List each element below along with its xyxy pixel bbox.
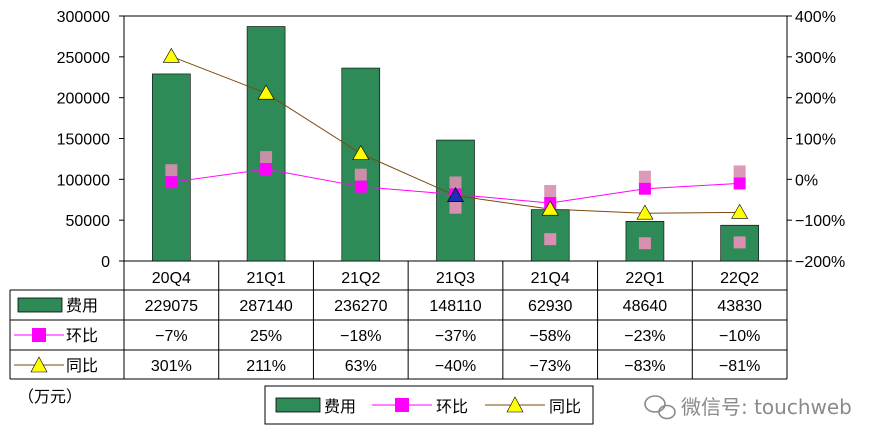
table-cell-环比-22Q2: −10%: [719, 328, 760, 345]
yoy-shadow-marker: [638, 237, 651, 250]
mom-shadow-marker: [260, 151, 273, 164]
y-right-tick-label: 0%: [795, 172, 818, 189]
yoy-shadow-marker: [544, 233, 557, 246]
y-left-tick-label: 150000: [57, 132, 110, 149]
table-cell-同比-21Q2: 63%: [345, 358, 377, 375]
y-right-tick-label: 400%: [795, 9, 836, 26]
table-cell-环比-21Q4: −58%: [530, 328, 571, 345]
y-right-tick-label: 200%: [795, 91, 836, 108]
category-label-21Q3: 21Q3: [436, 270, 475, 287]
table-row-header-fee: 费用: [66, 296, 98, 315]
table-swatch-mom: [32, 328, 46, 342]
y-right-tick-label: −200%: [795, 254, 845, 271]
point-mom-22Q2: [733, 177, 746, 190]
table-cell-费用-21Q1: 287140: [239, 298, 292, 315]
table-cell-同比-21Q4: −73%: [530, 358, 571, 375]
y-right-tick-label: 300%: [795, 50, 836, 67]
table-cell-同比-21Q3: −40%: [435, 358, 476, 375]
category-label-21Q4: 21Q4: [531, 270, 570, 287]
watermark: 微信号: touchweb: [644, 395, 852, 420]
bar-fee-21Q1: [246, 26, 286, 262]
table-cell-环比-22Q1: −23%: [624, 328, 665, 345]
y-left-tick-label: 300000: [57, 9, 110, 26]
point-yoy-21Q1: [257, 84, 275, 100]
y-right-tick-label: 100%: [795, 132, 836, 149]
point-yoy-21Q3: [446, 187, 465, 202]
table-row-header-mom: 环比: [66, 326, 98, 345]
point-mom-21Q1: [260, 163, 273, 176]
table-cell-同比-22Q1: −83%: [624, 358, 665, 375]
table-cell-费用-22Q1: 48640: [623, 298, 668, 315]
point-mom-20Q4: [165, 176, 178, 189]
legend-label-mom: 环比: [436, 397, 468, 416]
bar-fee-21Q2: [341, 67, 381, 262]
y-right-tick-label: −100%: [795, 213, 845, 230]
wechat-icon: [644, 395, 676, 420]
legend-marker-yoy: [506, 396, 524, 413]
table-cell-费用-21Q3: 148110: [429, 298, 481, 315]
yoy-shadow-marker: [449, 201, 462, 214]
table-cell-环比-21Q1: 25%: [250, 328, 282, 345]
legend-marker-mom: [395, 398, 409, 412]
point-yoy-20Q4: [162, 47, 180, 63]
y-left-tick-label: 200000: [57, 91, 110, 108]
y-left-tick-label: 0: [101, 254, 110, 271]
table-swatch-fee: [17, 297, 63, 313]
table-cell-费用-22Q2: 43830: [717, 298, 762, 315]
legend: 费用 环比 同比: [264, 385, 594, 425]
point-yoy-21Q2: [352, 145, 370, 160]
table-cell-费用-21Q2: 236270: [334, 298, 387, 315]
table-row-header-yoy: 同比: [66, 356, 98, 375]
yoy-shadow-marker: [733, 236, 746, 249]
table-cell-环比-21Q3: −37%: [435, 328, 476, 345]
category-label-22Q2: 22Q2: [720, 270, 759, 287]
category-label-20Q4: 20Q4: [152, 270, 191, 287]
table-cell-费用-21Q4: 62930: [528, 298, 573, 315]
mom-shadow-marker: [544, 185, 557, 198]
category-label-22Q1: 22Q1: [625, 270, 664, 287]
y-left-tick-label: 50000: [66, 213, 111, 230]
mom-shadow-marker: [449, 176, 462, 189]
category-label-21Q1: 21Q1: [247, 270, 286, 287]
y-left-tick-label: 100000: [57, 172, 110, 189]
legend-swatch-bar: [275, 397, 321, 413]
y-axis-unit-label: （万元）: [18, 387, 82, 406]
watermark-text: 微信号: touchweb: [681, 395, 852, 419]
table-cell-同比-21Q1: 211%: [246, 358, 286, 375]
table-cell-环比-20Q4: −7%: [155, 328, 187, 345]
mom-shadow-marker: [733, 165, 746, 178]
legend-label-fee: 费用: [324, 397, 356, 416]
category-label-21Q2: 21Q2: [341, 270, 380, 287]
table-cell-环比-21Q2: −18%: [340, 328, 381, 345]
table-cell-同比-20Q4: 301%: [151, 358, 192, 375]
mom-shadow-marker: [638, 170, 651, 183]
table-swatch-yoy: [30, 356, 48, 373]
point-mom-22Q1: [638, 182, 651, 195]
point-yoy-22Q2: [731, 203, 749, 219]
y-left-tick-label: 250000: [57, 50, 110, 67]
mom-shadow-marker: [165, 164, 178, 177]
point-yoy-22Q1: [636, 204, 654, 220]
table-cell-同比-22Q2: −81%: [719, 358, 760, 375]
table-cell-费用-20Q4: 229075: [145, 298, 198, 315]
point-mom-21Q2: [354, 180, 367, 193]
legend-label-yoy: 同比: [549, 397, 581, 416]
mom-shadow-marker: [354, 168, 367, 181]
point-yoy-21Q4: [541, 200, 559, 216]
